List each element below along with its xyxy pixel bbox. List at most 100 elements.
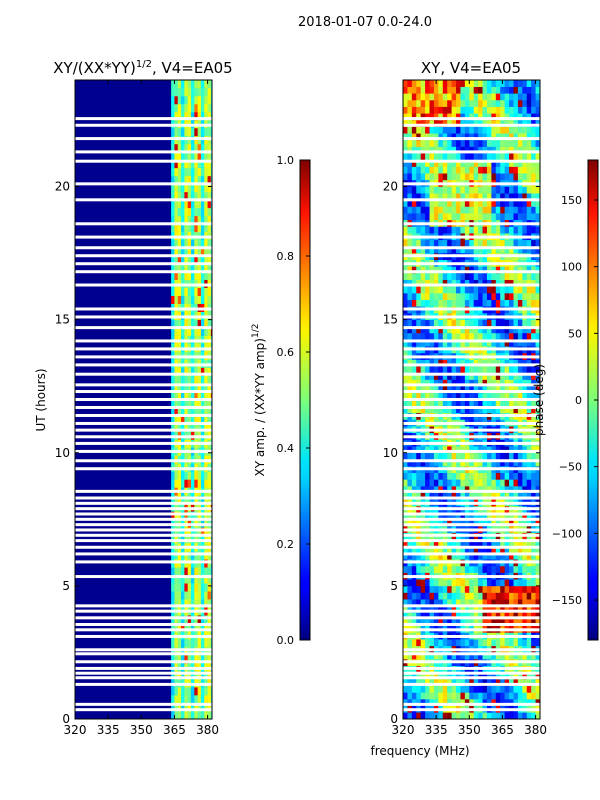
phase-cell: [517, 106, 523, 114]
phase-cell: [469, 206, 475, 214]
phase-cell: [411, 80, 417, 87]
phase-cell: [500, 199, 505, 207]
phase-cell: [504, 592, 510, 600]
phase-cell: [531, 133, 536, 141]
phase-cell: [411, 685, 417, 693]
phase-cell: [429, 486, 435, 493]
phase-cell: [526, 386, 532, 394]
phase-cell: [535, 106, 540, 114]
phase-cell: [504, 366, 510, 374]
phase-cell: [473, 512, 479, 520]
phase-cell: [425, 512, 430, 520]
amp-cell: [194, 287, 198, 296]
phase-cell: [491, 93, 497, 101]
phase-cell: [433, 692, 439, 700]
phase-cell: [513, 685, 519, 693]
phase-cell: [438, 579, 444, 587]
amp-cell: [210, 255, 212, 265]
phase-cell: [403, 672, 408, 680]
phase-cell: [526, 712, 532, 719]
phase-cell: [469, 153, 475, 161]
phase-cell: [522, 612, 528, 620]
amp-cell: [177, 599, 182, 608]
phase-cell: [517, 685, 523, 693]
phase-cell: [495, 639, 501, 647]
phase-cell: [526, 685, 532, 693]
amp-cell: [210, 103, 212, 113]
phase-cell: [491, 266, 497, 274]
phase-cell: [509, 126, 514, 134]
phase-cell: [451, 153, 457, 161]
phase-cell: [420, 159, 426, 167]
phase-cell: [500, 519, 505, 527]
amp-cell: [197, 567, 202, 576]
phase-cell: [433, 186, 439, 194]
phase-cell: [513, 519, 519, 527]
amp-flag-row: [75, 355, 212, 359]
phase-cell: [451, 446, 457, 454]
amp-cell: [184, 591, 188, 600]
phase-cell: [517, 619, 523, 627]
phase-cell: [491, 299, 497, 307]
phase-cell: [500, 585, 505, 593]
amp-cell: [187, 255, 192, 265]
amp-cell: [181, 591, 185, 600]
phase-cell: [495, 106, 501, 114]
phase-cell: [438, 565, 444, 573]
phase-cell: [500, 565, 505, 573]
phase-cell: [535, 446, 540, 454]
phase-cell: [433, 239, 439, 247]
phase-cell: [473, 113, 479, 121]
amp-cell: [184, 319, 188, 328]
phase-cell: [451, 273, 457, 280]
phase-cell: [522, 299, 528, 307]
phase-cell: [482, 119, 488, 127]
phase-cell: [526, 339, 532, 347]
phase-cell: [469, 166, 475, 174]
phase-cell: [509, 472, 514, 480]
phase-cell: [473, 519, 479, 527]
phase-cell: [433, 286, 439, 294]
phase-cell: [513, 399, 519, 407]
phase-cell: [522, 246, 528, 254]
phase-cell: [526, 199, 532, 207]
phase-cell: [535, 273, 540, 280]
phase-cell: [407, 619, 413, 627]
amp-cell: [171, 687, 175, 696]
phase-cell: [478, 139, 483, 147]
phase-cell: [491, 106, 497, 114]
amp-cell: [197, 319, 202, 328]
phase-cell: [447, 186, 452, 194]
phase-cell: [464, 552, 470, 560]
phase-cell: [491, 372, 497, 380]
phase-cell: [482, 479, 488, 487]
phase-cell: [535, 126, 540, 134]
phase-cell: [504, 339, 510, 347]
phase-cell: [420, 93, 426, 101]
phase-colorbar-tick-label: 0: [575, 394, 582, 407]
phase-cell: [411, 399, 417, 407]
phase-cell: [460, 86, 466, 94]
amp-cell: [174, 599, 179, 608]
phase-cell: [425, 86, 430, 94]
phase-xtick-label: 380: [524, 723, 547, 737]
phase-cell: [407, 213, 413, 221]
phase-flag-row: [403, 235, 540, 239]
amp-cell: [181, 287, 185, 296]
phase-cell: [469, 366, 475, 374]
phase-cell: [442, 146, 448, 154]
amp-cell: [177, 255, 182, 265]
phase-cell: [425, 332, 430, 340]
phase-cell: [464, 599, 470, 607]
phase-cell: [403, 173, 408, 181]
phase-cell: [478, 199, 483, 207]
amp-cell: [187, 199, 192, 209]
phase-cell: [535, 293, 540, 300]
amp-cell: [204, 255, 208, 265]
phase-cell: [407, 199, 413, 207]
phase-cell: [411, 213, 417, 221]
amp-cell: [197, 191, 202, 201]
phase-cell: [425, 139, 430, 147]
phase-cell: [482, 545, 488, 553]
phase-cell: [478, 166, 483, 174]
